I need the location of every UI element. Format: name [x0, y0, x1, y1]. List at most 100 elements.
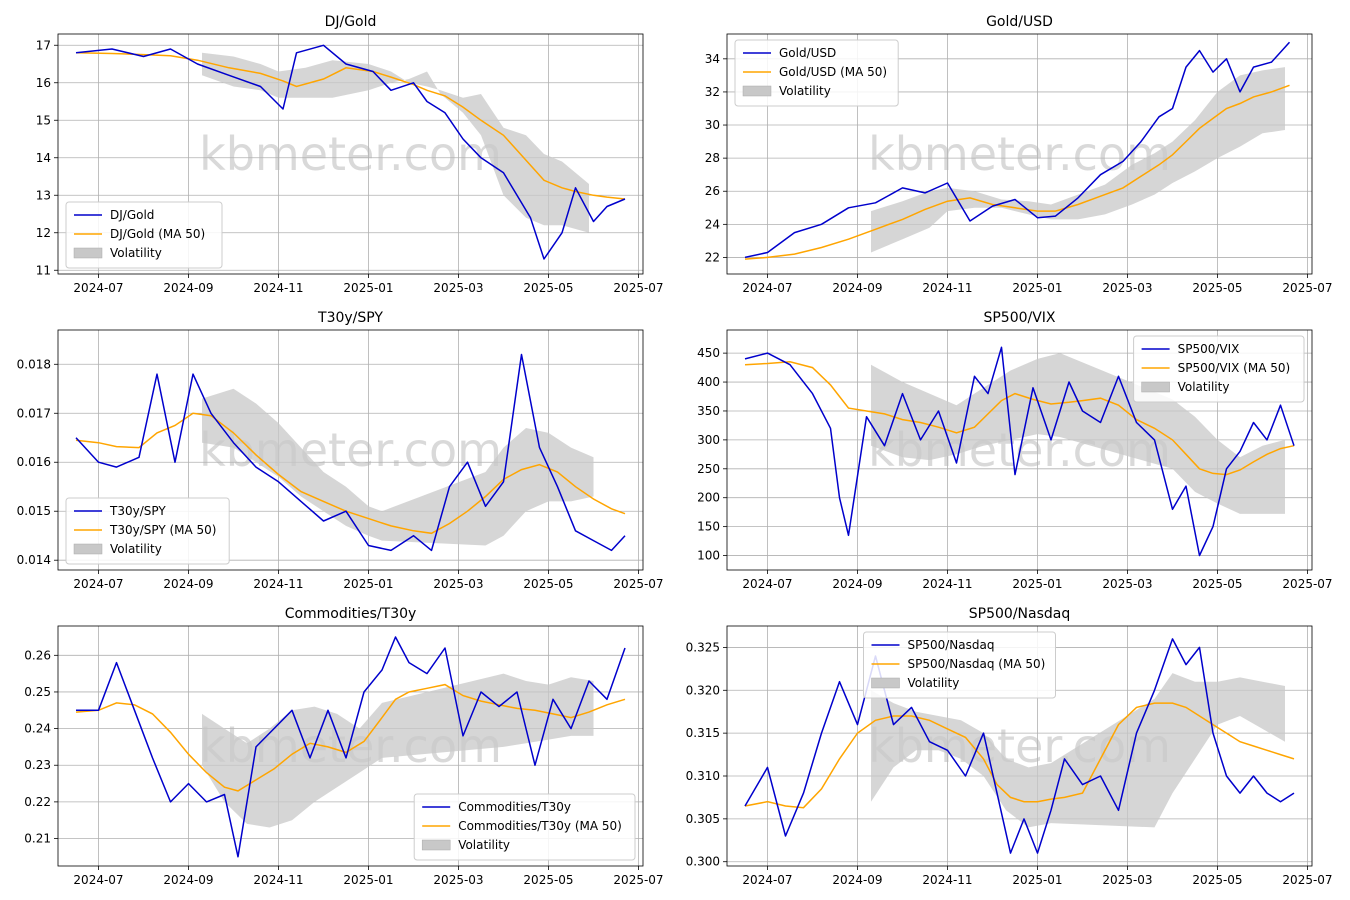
series-line — [744, 638, 1295, 854]
watermark: kbmeter.com — [199, 127, 502, 181]
plot-frame — [726, 625, 1313, 867]
y-tick-label: 0.014 — [17, 553, 51, 567]
legend-swatch-volatility — [73, 543, 103, 555]
ma-line — [744, 361, 1295, 476]
legend-label: Volatility — [908, 676, 960, 690]
legend-label: Commodities/T30y (MA 50) — [458, 819, 622, 833]
legend: Gold/USD Gold/USD (MA 50) Volatility — [734, 39, 899, 107]
x-tick-label: 2024-07 — [73, 873, 123, 887]
legend-label: Gold/USD — [779, 46, 836, 60]
legend-swatch-volatility — [1141, 381, 1170, 393]
y-tick-label: 100 — [697, 549, 720, 563]
y-tick-label: 12 — [36, 226, 51, 240]
volatility-band — [871, 353, 1285, 514]
plot-area — [75, 353, 626, 552]
y-tick-label: 0.016 — [17, 455, 51, 469]
y-tick-label: 0.21 — [24, 832, 51, 846]
plot-area — [744, 41, 1291, 260]
y-tick-label: 400 — [697, 375, 720, 389]
y-tick-label: 0.26 — [24, 648, 51, 662]
y-tick-label: 0.305 — [686, 812, 720, 826]
x-tick-label: 2024-11 — [253, 281, 303, 295]
x-tick-label: 2024-09 — [832, 577, 882, 591]
volatility-band — [202, 388, 594, 546]
x-tick-label: 2025-07 — [613, 281, 663, 295]
x-tick-label: 2025-03 — [1102, 873, 1152, 887]
x-tick-label: 2024-07 — [742, 873, 792, 887]
plot-frame — [57, 329, 644, 571]
y-tick-label: 28 — [705, 151, 720, 165]
plot-frame — [726, 329, 1313, 571]
y-tick-label: 34 — [705, 52, 720, 66]
y-tick-label: 0.24 — [24, 722, 51, 736]
legend-label: Volatility — [779, 84, 831, 98]
legend-label: SP500/Nasdaq (MA 50) — [908, 657, 1046, 671]
y-tick-label: 0.015 — [17, 504, 51, 518]
y-tick-label: 0.320 — [686, 683, 720, 697]
ma-line — [75, 412, 626, 535]
legend-label: Gold/USD (MA 50) — [779, 65, 887, 79]
y-tick-label: 0.22 — [24, 795, 51, 809]
chart-panel-1: 2024-07 2024-09 2024-11 2025-01 2025-03 2025-… — [705, 14, 1333, 295]
x-tick-label: 2024-09 — [163, 281, 213, 295]
legend-box — [734, 39, 899, 107]
x-tick-label: 2024-07 — [742, 577, 792, 591]
legend-label: T30y/SPY — [109, 504, 166, 518]
volatility-band — [871, 67, 1285, 253]
x-tick-label: 2025-05 — [523, 281, 573, 295]
volatility-band — [202, 52, 589, 233]
ma-line — [75, 683, 626, 792]
legend-label: Commodities/T30y — [458, 800, 571, 814]
x-tick-label: 2024-09 — [163, 577, 213, 591]
x-tick-label: 2025-03 — [433, 873, 483, 887]
chart-panel-3: 2024-07 2024-09 2024-11 2025-01 2025-03 2025-… — [697, 310, 1332, 591]
x-tick-label: 2024-11 — [253, 873, 303, 887]
x-tick-label: 2025-01 — [343, 281, 393, 295]
series-line — [744, 346, 1295, 557]
y-tick-label: 350 — [697, 404, 720, 418]
x-tick-label: 2025-07 — [613, 577, 663, 591]
y-tick-label: 0.23 — [24, 758, 51, 772]
x-tick-label: 2025-01 — [1012, 577, 1062, 591]
ma-line — [75, 52, 626, 200]
ma-line — [744, 702, 1295, 809]
chart-title: SP500/VIX — [983, 310, 1055, 326]
y-tick-label: 200 — [697, 491, 720, 505]
x-tick-label: 2025-03 — [433, 281, 483, 295]
y-tick-label: 0.300 — [686, 855, 720, 869]
x-tick-label: 2024-09 — [163, 873, 213, 887]
chart-title: T30y/SPY — [317, 310, 383, 326]
x-tick-label: 2025-01 — [1012, 873, 1062, 887]
x-tick-label: 2025-07 — [1282, 281, 1332, 295]
chart-title: SP500/Nasdaq — [969, 606, 1070, 622]
y-tick-label: 0.325 — [686, 640, 720, 654]
legend-label: T30y/SPY (MA 50) — [109, 523, 217, 537]
legend-label: DJ/Gold — [110, 208, 154, 222]
chart-title: Commodities/T30y — [285, 606, 417, 622]
plot-frame — [726, 33, 1313, 275]
y-tick-label: 0.310 — [686, 769, 720, 783]
series-line — [76, 636, 626, 858]
x-tick-label: 2025-03 — [433, 577, 483, 591]
chart-panel-0: 2024-07 2024-09 2024-11 2025-01 2025-03 2025-… — [36, 14, 664, 295]
y-tick-label: 32 — [705, 85, 720, 99]
y-tick-label: 24 — [705, 217, 720, 231]
legend-box — [65, 201, 223, 269]
x-tick-label: 2025-01 — [1012, 281, 1062, 295]
legend: DJ/Gold DJ/Gold (MA 50) Volatility — [65, 201, 223, 269]
x-tick-label: 2024-11 — [922, 281, 972, 295]
x-tick-label: 2025-05 — [1192, 281, 1242, 295]
x-tick-label: 2024-07 — [73, 577, 123, 591]
y-tick-label: 0.25 — [24, 685, 51, 699]
plot-frame — [57, 625, 644, 867]
series-line — [75, 44, 626, 260]
y-tick-label: 250 — [697, 462, 720, 476]
series-line — [744, 41, 1291, 259]
y-tick-label: 15 — [36, 113, 51, 127]
x-tick-label: 2025-01 — [343, 873, 393, 887]
y-tick-label: 26 — [705, 184, 720, 198]
x-tick-label: 2025-03 — [1102, 577, 1152, 591]
volatility-band — [871, 673, 1285, 828]
legend: Commodities/T30y Commodities/T30y (MA 50)… — [413, 793, 636, 861]
